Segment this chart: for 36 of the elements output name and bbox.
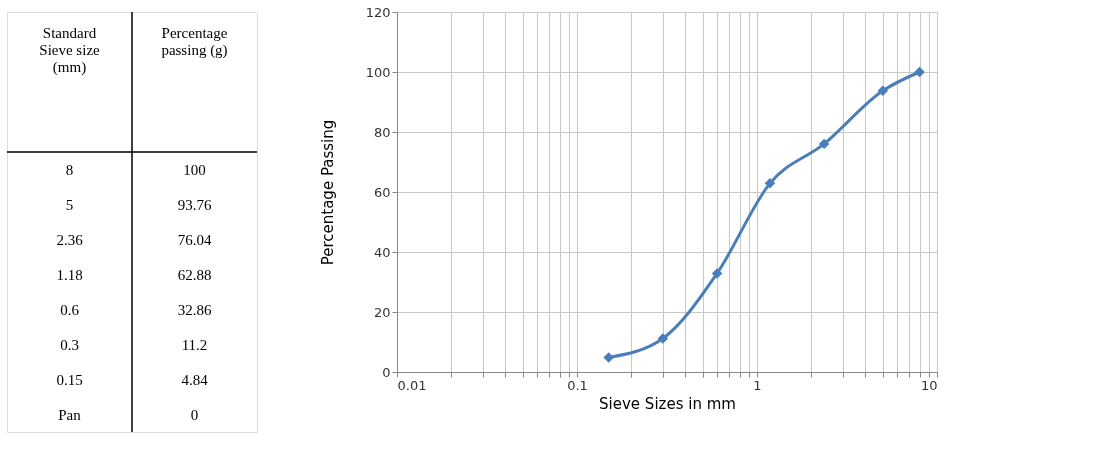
x-axis-title: Sieve Sizes in mm	[599, 394, 736, 413]
y-tick-label: 100	[365, 64, 391, 80]
text: 2.36	[56, 231, 84, 248]
text: 5	[65, 196, 74, 213]
point	[603, 352, 614, 363]
point	[657, 333, 669, 344]
y-axis-title: Percentage Passing	[318, 119, 337, 266]
text: 62.88	[177, 266, 212, 283]
point	[818, 138, 830, 150]
text: Standard Sieve size (mm)	[39, 25, 101, 76]
text: 1.18	[56, 266, 83, 283]
point	[764, 178, 776, 189]
point	[711, 268, 723, 279]
y-tick-label: 60	[373, 184, 391, 200]
text: 32.86	[177, 301, 212, 318]
text: 76.04	[177, 231, 212, 248]
x-tick-label: 1	[753, 377, 762, 393]
x-tick-label: 0.1	[567, 377, 588, 393]
text: 8	[65, 161, 74, 178]
text: 0.6	[60, 301, 80, 318]
x-tick-label: 0.01	[397, 377, 427, 393]
text: 93.76	[177, 196, 212, 213]
text: 11.2	[181, 336, 208, 353]
text: 100	[183, 161, 206, 178]
y-tick-label: 40	[373, 244, 391, 260]
text: 4.84	[181, 371, 209, 388]
y-tick-label: 120	[365, 4, 391, 20]
text: 0	[190, 406, 199, 423]
y-tick-label: 80	[373, 124, 391, 140]
y-tick-label: 0	[382, 364, 391, 380]
text: 0.3	[60, 336, 79, 353]
text: Pan	[58, 406, 82, 423]
text: Percentage passing (g)	[161, 25, 228, 59]
text: 0.15	[56, 371, 83, 388]
x-tick-label: 10	[920, 377, 938, 393]
y-tick-label: 20	[373, 304, 391, 320]
